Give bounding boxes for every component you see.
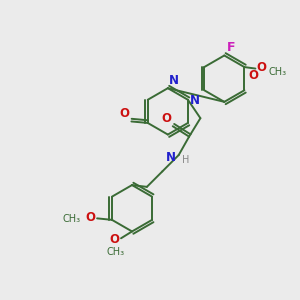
Text: O: O: [161, 112, 171, 125]
Text: F: F: [227, 41, 235, 54]
Text: CH₃: CH₃: [107, 247, 125, 257]
Text: CH₃: CH₃: [268, 67, 286, 77]
Text: H: H: [182, 155, 189, 165]
Text: O: O: [257, 61, 267, 74]
Text: CH₃: CH₃: [62, 214, 80, 224]
Text: O: O: [120, 107, 130, 120]
Text: O: O: [248, 70, 258, 83]
Text: N: N: [190, 94, 200, 107]
Text: O: O: [110, 233, 119, 246]
Text: N: N: [166, 151, 176, 164]
Text: N: N: [169, 74, 179, 87]
Text: O: O: [85, 211, 96, 224]
